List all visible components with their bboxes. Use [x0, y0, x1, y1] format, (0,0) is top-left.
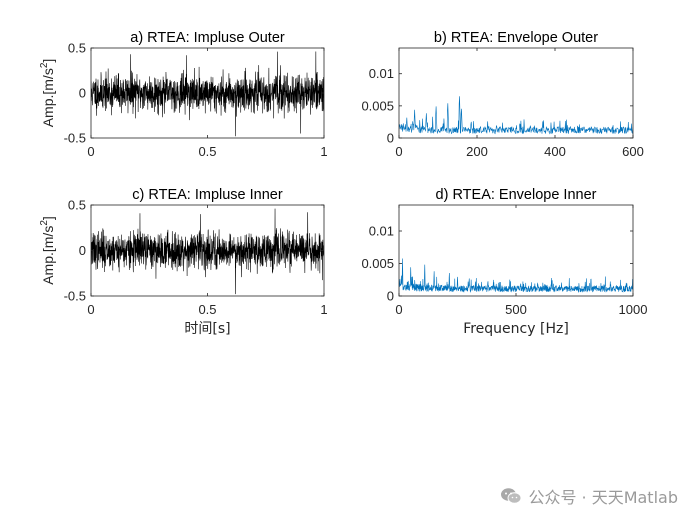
subplot-1: 0 200 400 600 0 0.005 0.01 b) RTEA: Envelope Ou…	[361, 30, 643, 159]
wechat-icon	[501, 488, 522, 504]
x-axis-label: Frequency [Hz]	[463, 321, 569, 337]
subplot-3: 0 500 1000 0 0.005 0.01 d) RTEA: Envelope Inne…	[361, 187, 647, 337]
subplot-0: 0 0.5 1-0.500.5a) RTEA: Impluse OuterAmp.[…	[39, 30, 328, 159]
y-tick-label: 0.01	[369, 224, 394, 239]
chart-title: b) RTEA: Envelope Outer	[434, 30, 598, 46]
y-tick-label: 0	[79, 243, 86, 258]
watermark-text: 公众号 · 天天Matlab	[528, 488, 678, 507]
y-tick-label: 0.01	[369, 66, 394, 81]
series-line-2	[91, 208, 324, 295]
y-tick-label: 0	[387, 289, 394, 304]
y-tick-label: 0	[387, 131, 394, 146]
x-tick-label: 0.5	[198, 144, 216, 159]
x-tick-label: 1	[320, 302, 327, 317]
y-axis-label: Amp.[m/s2]	[39, 216, 56, 285]
y-tick-label: 0.5	[68, 198, 86, 213]
chart-title: c) RTEA: Impluse Inner	[132, 187, 283, 203]
x-tick-label: 0	[395, 302, 402, 317]
x-tick-label: 0.5	[198, 302, 216, 317]
y-tick-label: 0.005	[361, 98, 394, 113]
x-tick-label: 0	[87, 144, 94, 159]
y-tick-label: -0.5	[64, 289, 86, 304]
axes-box-3	[398, 204, 634, 297]
x-tick-label: 400	[544, 144, 566, 159]
x-tick-label: 1000	[619, 302, 648, 317]
y-axis-label: Amp.[m/s2]	[39, 59, 56, 128]
y-tick-label: -0.5	[64, 131, 86, 146]
watermark: 公众号 · 天天Matlab	[500, 484, 678, 508]
series-line-1	[399, 96, 633, 135]
y-tick-label: 0.005	[361, 256, 394, 271]
axes-box-1	[398, 47, 634, 139]
y-tick-label: 0.5	[68, 41, 86, 56]
subplot-2: 0 0.5 1-0.500.5c) RTEA: Impluse Inner时间[s]…	[39, 187, 328, 337]
x-tick-label: 0	[395, 144, 402, 159]
x-tick-label: 500	[505, 302, 527, 317]
x-tick-label: 200	[466, 144, 488, 159]
x-tick-label: 0	[87, 302, 94, 317]
x-tick-label: 600	[622, 144, 644, 159]
series-line-0	[91, 51, 324, 137]
series-line-3	[399, 258, 633, 293]
chart-title: d) RTEA: Envelope Inner	[436, 187, 597, 203]
x-axis-label: 时间[s]	[184, 321, 230, 337]
y-tick-label: 0	[79, 86, 86, 101]
chart-title: a) RTEA: Impluse Outer	[130, 30, 285, 46]
x-tick-label: 1	[320, 144, 327, 159]
